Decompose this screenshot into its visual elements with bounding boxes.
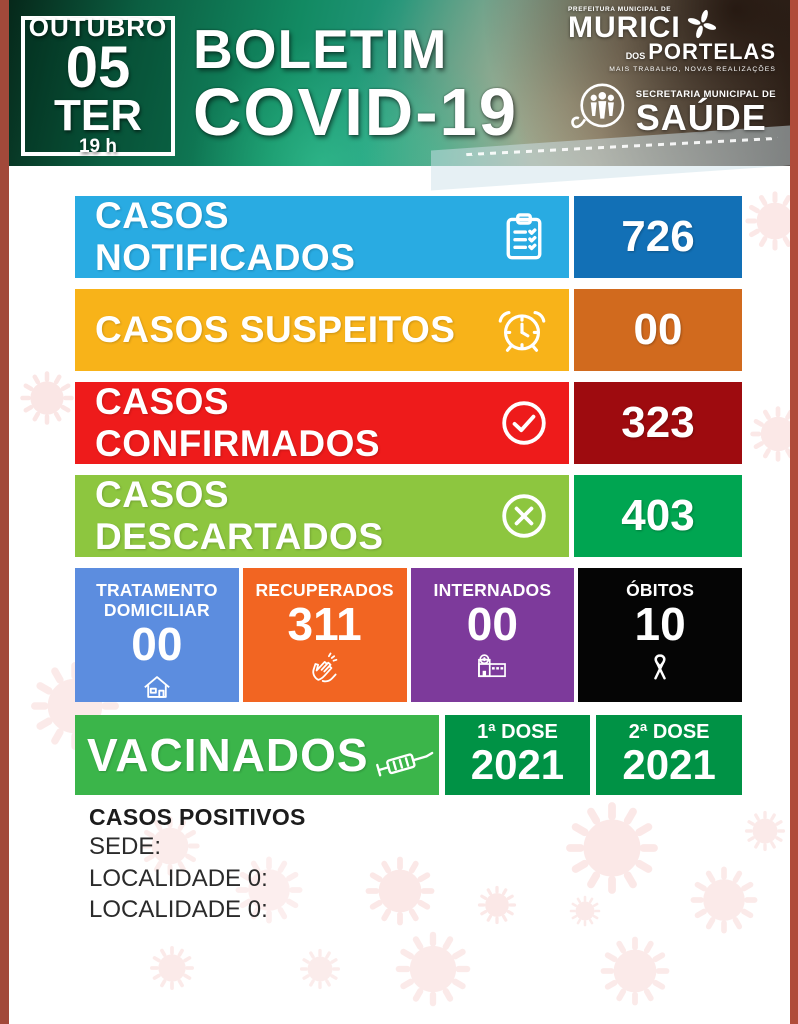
- positive-cases-line: LOCALIDADE 0:: [89, 896, 268, 924]
- prefeitura-dos: DOS: [625, 51, 646, 61]
- prefeitura-tagline: MAIS TRABALHO, NOVAS REALIZAÇÕES: [609, 66, 776, 73]
- syringe-icon: [375, 747, 439, 777]
- stat-value: 00: [466, 598, 518, 651]
- stat-box-tratamento-domiciliar: TRATAMENTO DOMICILIAR 00: [75, 568, 239, 702]
- stat-value: 10: [634, 598, 686, 651]
- bar-casos-confirmados: CASOS CONFIRMADOS 323: [75, 381, 742, 464]
- bar-label-text: CASOS NOTIFICADOS: [95, 195, 356, 278]
- flower-icon: [685, 7, 719, 41]
- dose-year: 2021: [470, 741, 565, 789]
- positive-cases-line: LOCALIDADE 0:: [89, 864, 268, 892]
- virus-watermark-icon: [569, 895, 601, 927]
- dose-year: 2021: [622, 741, 716, 789]
- bar-label: CASOS CONFIRMADOS: [75, 381, 569, 464]
- prefeitura-name2: PORTELAS: [648, 39, 776, 64]
- bar-value: 726: [574, 196, 742, 278]
- check-circle-icon: [497, 396, 551, 450]
- bar-casos-notificados: CASOS NOTIFICADOS 726: [75, 195, 742, 278]
- prefeitura-overline: PREFEITURA MUNICIPAL DE: [568, 6, 672, 13]
- bar-value: 323: [574, 382, 742, 464]
- virus-watermark-icon: [744, 810, 786, 852]
- date-time: 19 h: [78, 136, 118, 157]
- positive-cases-section: CASOS POSITIVOS SEDE: LOCALIDADE 0: LOCA…: [89, 804, 306, 926]
- stats-section: CASOS NOTIFICADOS 726 CASOS SUSPEITOS: [75, 195, 742, 795]
- virus-watermark-icon: [599, 935, 671, 1007]
- virus-watermark-icon: [394, 930, 472, 1008]
- virus-watermark-icon: [364, 855, 436, 927]
- bar-label: CASOS SUSPEITOS: [75, 289, 569, 371]
- title-covid19: COVID-19: [193, 75, 519, 150]
- positive-cases-line: SEDE:: [89, 833, 162, 860]
- secretaria-name: SAÚDE: [635, 96, 767, 138]
- virus-watermark-icon: [477, 885, 517, 925]
- clapping-hands-icon: [305, 649, 345, 685]
- bar-label-text: CASOS DESCARTADOS: [95, 474, 384, 557]
- virus-watermark-icon: [564, 800, 660, 896]
- house-icon: [136, 670, 178, 704]
- stat-box-recuperados: RECUPERADOS 311: [242, 568, 407, 702]
- bar-value: 00: [574, 289, 742, 371]
- header: OUTUBRO 05 TER 19 h BOLETIM COVID-19 PRE…: [9, 0, 790, 191]
- dose-box-1: 1ª DOSE 2021: [444, 715, 591, 795]
- vaccinated-label: VACINADOS: [87, 729, 369, 781]
- bar-casos-descartados: CASOS DESCARTADOS 403: [75, 474, 742, 557]
- virus-watermark-icon: [19, 370, 75, 426]
- virus-watermark-icon: [299, 948, 341, 990]
- virus-watermark-icon: [689, 865, 759, 935]
- title-boletim: BOLETIM: [193, 18, 448, 80]
- page-title: BOLETIM COVID-19: [193, 18, 519, 150]
- virus-watermark-icon: [744, 190, 798, 252]
- vaccinated-row: VACINADOS 1ª DOSE 2021 2ª DOSE 2021: [75, 715, 742, 795]
- virus-watermark-icon: [149, 945, 195, 991]
- saude-logo: SECRETARIA MUNICIPAL DE SAÚDE: [546, 79, 776, 145]
- dose-title: 1ª DOSE: [477, 721, 558, 744]
- x-circle-icon: [497, 489, 551, 543]
- positive-cases-title: CASOS POSITIVOS: [89, 804, 306, 830]
- bar-label: CASOS DESCARTADOS: [75, 474, 569, 557]
- date-box: OUTUBRO 05 TER 19 h: [21, 12, 175, 157]
- date-weekday: TER: [54, 91, 142, 141]
- date-month: OUTUBRO: [28, 12, 168, 43]
- alarm-clock-icon: [493, 301, 551, 359]
- people-circle-icon: [568, 79, 630, 145]
- stat-box-internados: INTERNADOS 00: [410, 568, 575, 702]
- stat-label: TRATAMENTO DOMICILIAR: [96, 580, 218, 621]
- header-logos: PREFEITURA MUNICIPAL DE MURICI DOS: [546, 6, 776, 145]
- clipboard-icon: [497, 210, 551, 264]
- bar-casos-suspeitos: CASOS SUSPEITOS 00: [75, 289, 742, 371]
- stat-box-obitos: ÓBITOS 10: [578, 568, 742, 702]
- stat-label: RECUPERADOS: [255, 580, 394, 600]
- stat-value: 00: [131, 618, 183, 671]
- prefeitura-name: MURICI: [568, 11, 681, 44]
- virus-watermark-icon: [749, 405, 798, 463]
- hospital-icon: [469, 649, 515, 683]
- vaccinated-label-box: VACINADOS: [75, 715, 439, 795]
- stat-value: 311: [287, 598, 362, 651]
- secretaria-overline: SECRETARIA MUNICIPAL DE: [635, 88, 776, 100]
- stat-boxes-row: TRATAMENTO DOMICILIAR 00 RECUPERADOS 311: [75, 568, 742, 702]
- prefeitura-logo: PREFEITURA MUNICIPAL DE MURICI DOS: [546, 6, 776, 73]
- stat-label: ÓBITOS: [626, 580, 695, 600]
- dose-title: 2ª DOSE: [628, 721, 710, 744]
- dose-box-2: 2ª DOSE 2021: [596, 715, 742, 795]
- bar-label: CASOS NOTIFICADOS: [75, 195, 569, 278]
- bar-value: 403: [574, 475, 742, 557]
- ribbon-icon: [645, 649, 675, 685]
- bar-label-text: CASOS CONFIRMADOS: [95, 381, 381, 464]
- bar-label-text: CASOS SUSPEITOS: [95, 309, 456, 350]
- date-day: 05: [65, 35, 131, 101]
- stat-label: INTERNADOS: [433, 580, 552, 600]
